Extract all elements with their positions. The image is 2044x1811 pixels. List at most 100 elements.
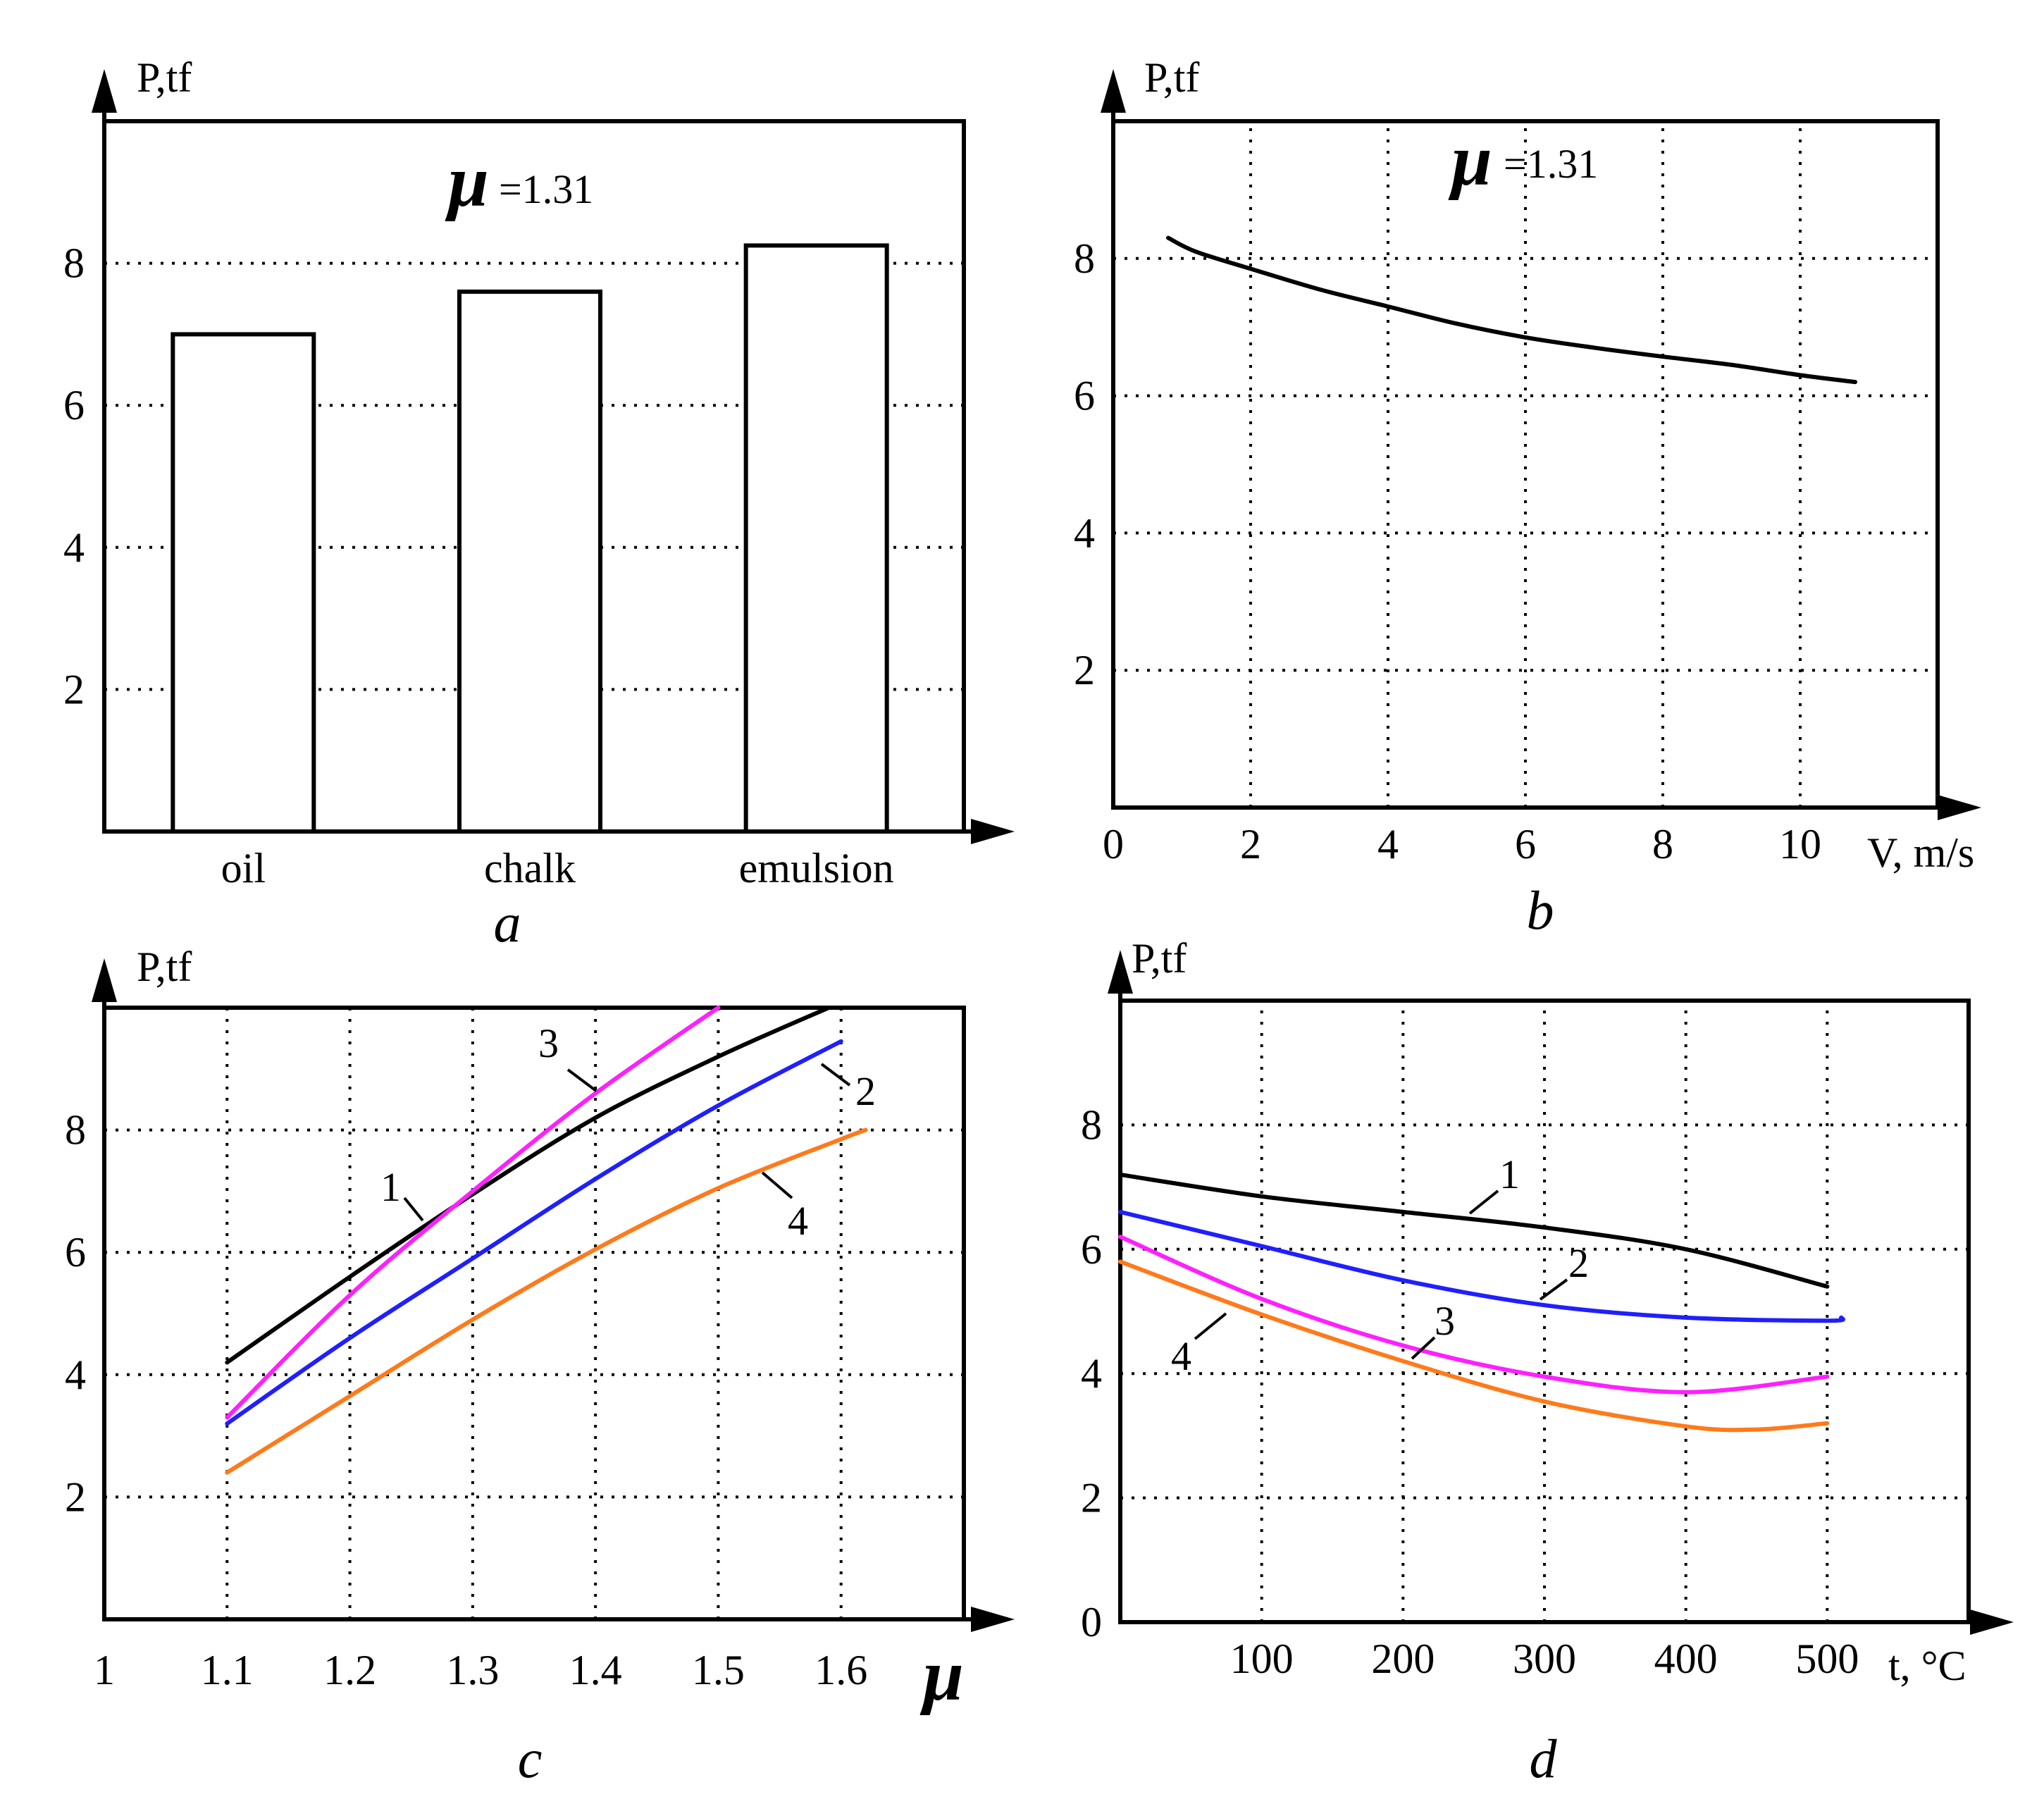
panel-d-y-label: P,tf (1132, 935, 1187, 982)
panel-c-y-label: P,tf (137, 944, 192, 990)
panel-b-y-label: P,tf (1144, 54, 1199, 101)
panel-c-x-tick: 1.2 (323, 1647, 376, 1693)
panel-d-label-4: 4 (1171, 1333, 1191, 1379)
panel-a-x-tick-oil: oil (221, 845, 266, 891)
panel-c-x-tick: 1.3 (446, 1647, 499, 1693)
panel-a-x-ticks: oil chalk emulsion (221, 845, 894, 891)
panel-d-letter: d (1530, 1728, 1558, 1789)
panel-a-mu-symbol: μ (445, 141, 489, 222)
panel-c-label-1: 1 (380, 1164, 401, 1210)
panel-b-series-p-v- (1166, 235, 1857, 385)
panel-d-label-1: 1 (1499, 1151, 1520, 1197)
panel-d-curve-labels: 1 2 3 4 (1171, 1151, 1589, 1379)
panel-d-series-1 (1118, 1172, 1830, 1289)
panel-d-x-tick: 400 (1654, 1636, 1718, 1682)
panel-c-x-ticks: 1 1.1 1.2 1.3 1.4 1.5 1.6 (94, 1647, 867, 1693)
panel-c-x-tick: 1.5 (692, 1647, 745, 1693)
panel-b-x-arrow (1938, 795, 1981, 820)
panel-c-leader-3 (566, 1068, 597, 1092)
panel-b-x-tick: 10 (1779, 821, 1821, 867)
panel-c-x-tick: 1 (94, 1647, 115, 1693)
panel-a-x-tick-chalk: chalk (484, 845, 576, 891)
panel-c-x-tick: 1.6 (814, 1647, 867, 1693)
panel-d-label-2: 2 (1568, 1240, 1589, 1286)
panel-a-y-tick: 2 (63, 666, 85, 712)
panel-a-y-tick: 8 (63, 240, 85, 287)
panel-b-x-tick: 8 (1652, 821, 1673, 867)
panel-b-y-arrow (1101, 69, 1126, 113)
panel-b-series (1166, 235, 1857, 385)
panel-c-leader-1 (403, 1197, 424, 1222)
panel-c-y-ticks: 2 4 6 8 (65, 1107, 86, 1521)
panel-d-y-tick: 4 (1081, 1350, 1102, 1397)
panel-d-y-tick: 6 (1081, 1226, 1102, 1273)
panel-d-series-3 (1118, 1235, 1830, 1395)
panel-a-x-arrow (971, 819, 1015, 844)
panel-c-series-2 (225, 1039, 843, 1426)
panel-d-label-3: 3 (1435, 1298, 1455, 1344)
panel-c-x-label: μ (919, 1635, 964, 1716)
panel-a-x-tick-emulsion: emulsion (739, 845, 894, 891)
panel-d-x-ticks: 100 200 300 400 500 (1230, 1636, 1859, 1682)
panel-b-x-tick: 6 (1515, 821, 1536, 867)
panel-b-x-tick: 4 (1377, 821, 1399, 867)
panel-d-x-tick: 100 (1230, 1636, 1294, 1682)
panel-c-y-tick: 8 (65, 1107, 86, 1154)
panel-a-y-arrow (92, 69, 117, 113)
panel-c-label-4: 4 (788, 1198, 808, 1244)
bar-oil (171, 332, 316, 834)
panel-b-x-label: V, m/s (1867, 829, 1974, 876)
panel-c-x-tick: 1.4 (569, 1647, 622, 1693)
panel-b-x-ticks: 0 2 4 6 8 10 (1103, 821, 1821, 867)
panel-a-y-tick: 4 (63, 524, 85, 571)
panel-d-y-ticks: 0 2 4 6 8 (1081, 1101, 1102, 1645)
panel-d-y-tick: 2 (1081, 1475, 1102, 1521)
panel-d-leader-3 (1411, 1336, 1436, 1360)
panel-b-y-tick: 2 (1074, 647, 1095, 693)
panel-c-series-1 (225, 1006, 831, 1365)
panel-b-x-tick: 2 (1240, 821, 1261, 867)
panel-b-y-tick: 8 (1074, 235, 1095, 282)
panel-c-curve-labels: 1 2 3 4 (380, 1020, 876, 1244)
panel-d-x-label: t, °C (1888, 1643, 1966, 1689)
panel-c-grid (104, 1008, 964, 1619)
panel-d-series-4 (1118, 1259, 1830, 1433)
panel-d-x-tick: 300 (1513, 1636, 1576, 1682)
panel-c-x-tick: 1.1 (201, 1647, 254, 1693)
panel-d-leader-1 (1468, 1189, 1499, 1215)
panel-a-mu-value: =1.31 (499, 166, 593, 212)
panel-c-leader-4 (761, 1171, 793, 1199)
panel-a-bars (171, 243, 889, 834)
panel-d-series-2 (1118, 1209, 1845, 1323)
bar-emulsion (743, 243, 889, 834)
panel-c-y-tick: 6 (65, 1229, 86, 1275)
panel-d-y-tick: 0 (1081, 1599, 1102, 1645)
panel-c-series-3 (225, 1006, 721, 1420)
panel-d-y-arrow (1108, 950, 1133, 994)
panel-b-letter: b (1527, 879, 1554, 941)
panel-b-mu-symbol: μ (1448, 120, 1492, 201)
panel-a-y-label: P,tf (137, 54, 192, 101)
panel-d: 0 2 4 6 8 100 200 300 400 500 1 2 3 4 P,tf t, °C… (1081, 935, 2014, 1789)
bar-chalk (457, 289, 602, 834)
panel-b-mu-value: =1.31 (1504, 141, 1598, 187)
panel-c-label-3: 3 (538, 1020, 559, 1066)
panel-c-y-tick: 2 (65, 1473, 86, 1520)
panel-a-letter: a (494, 892, 521, 953)
panel-d-x-tick: 200 (1371, 1636, 1435, 1682)
panel-c-series-4 (225, 1127, 868, 1475)
panel-c-label-2: 2 (855, 1068, 876, 1114)
panel-d-y-tick: 8 (1081, 1101, 1102, 1148)
panel-d-series (1118, 1172, 1845, 1433)
panel-d-leader-4 (1194, 1312, 1227, 1340)
panel-a-y-tick: 6 (63, 382, 85, 428)
panel-b: 2 4 6 8 0 2 4 6 8 10 P,tf V, m/s μ =1.31 b (1074, 54, 1981, 941)
panel-b-x-tick: 0 (1103, 821, 1124, 867)
panel-d-leader-2 (1539, 1278, 1568, 1301)
panel-c-series (225, 1006, 868, 1475)
panel-b-grid (1113, 121, 1938, 808)
panel-c-x-arrow (971, 1607, 1015, 1632)
panel-d-grid (1120, 1001, 1969, 1622)
